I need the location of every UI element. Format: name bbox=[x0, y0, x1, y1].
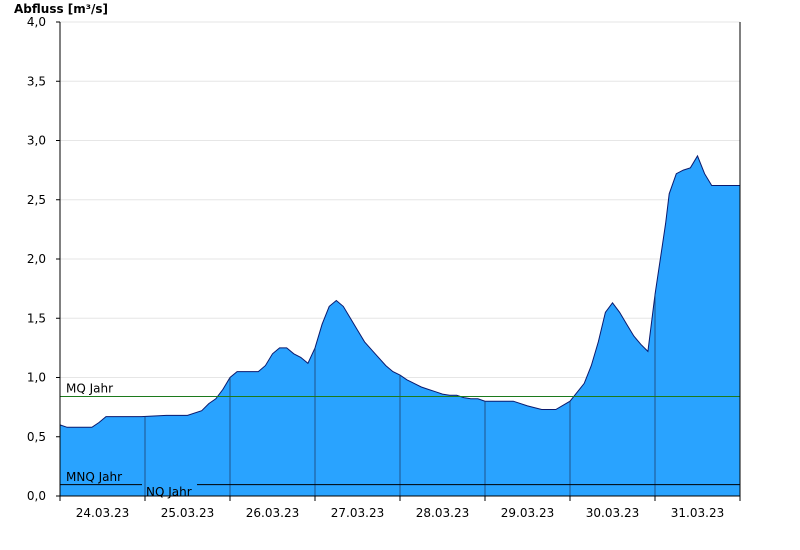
day-separators bbox=[144, 294, 656, 496]
y-tick-label: 1,0 bbox=[27, 371, 46, 385]
x-tick-label: 31.03.23 bbox=[671, 506, 724, 520]
x-tick-label: 28.03.23 bbox=[416, 506, 469, 520]
y-tick-label: 0,0 bbox=[27, 489, 46, 503]
x-tick-label: 30.03.23 bbox=[586, 506, 639, 520]
discharge-line bbox=[59, 154, 740, 428]
y-tick-label: 2,5 bbox=[27, 193, 46, 207]
nq-label: NQ Jahr bbox=[146, 485, 192, 499]
x-tick-label: 24.03.23 bbox=[76, 506, 129, 520]
y-tick-label: 0,5 bbox=[27, 430, 46, 444]
x-tick-label: 26.03.23 bbox=[246, 506, 299, 520]
y-axis-title: Abfluss [m³/s] bbox=[14, 2, 108, 16]
grid-lines bbox=[60, 21, 740, 438]
axes bbox=[56, 22, 741, 500]
mnq-label: MNQ Jahr bbox=[66, 470, 122, 484]
x-tick-label: 25.03.23 bbox=[161, 506, 214, 520]
x-tick-labels: 24.03.23 25.03.23 26.03.23 27.03.23 28.03.23… bbox=[59, 496, 741, 520]
y-tick-label: 4,0 bbox=[27, 15, 46, 29]
x-tick-label: 27.03.23 bbox=[331, 506, 384, 520]
x-tick-label: 29.03.23 bbox=[501, 506, 554, 520]
y-tick-label: 1,5 bbox=[27, 311, 46, 325]
mq-label: MQ Jahr bbox=[66, 381, 113, 395]
y-tick-label: 2,0 bbox=[27, 252, 46, 266]
y-tick-label: 3,5 bbox=[27, 74, 46, 88]
y-tick-labels: 0,0 0,5 1,0 1,5 2,0 2,5 3,0 3,5 4,0 bbox=[27, 15, 60, 503]
y-tick-label: 3,0 bbox=[27, 134, 46, 148]
